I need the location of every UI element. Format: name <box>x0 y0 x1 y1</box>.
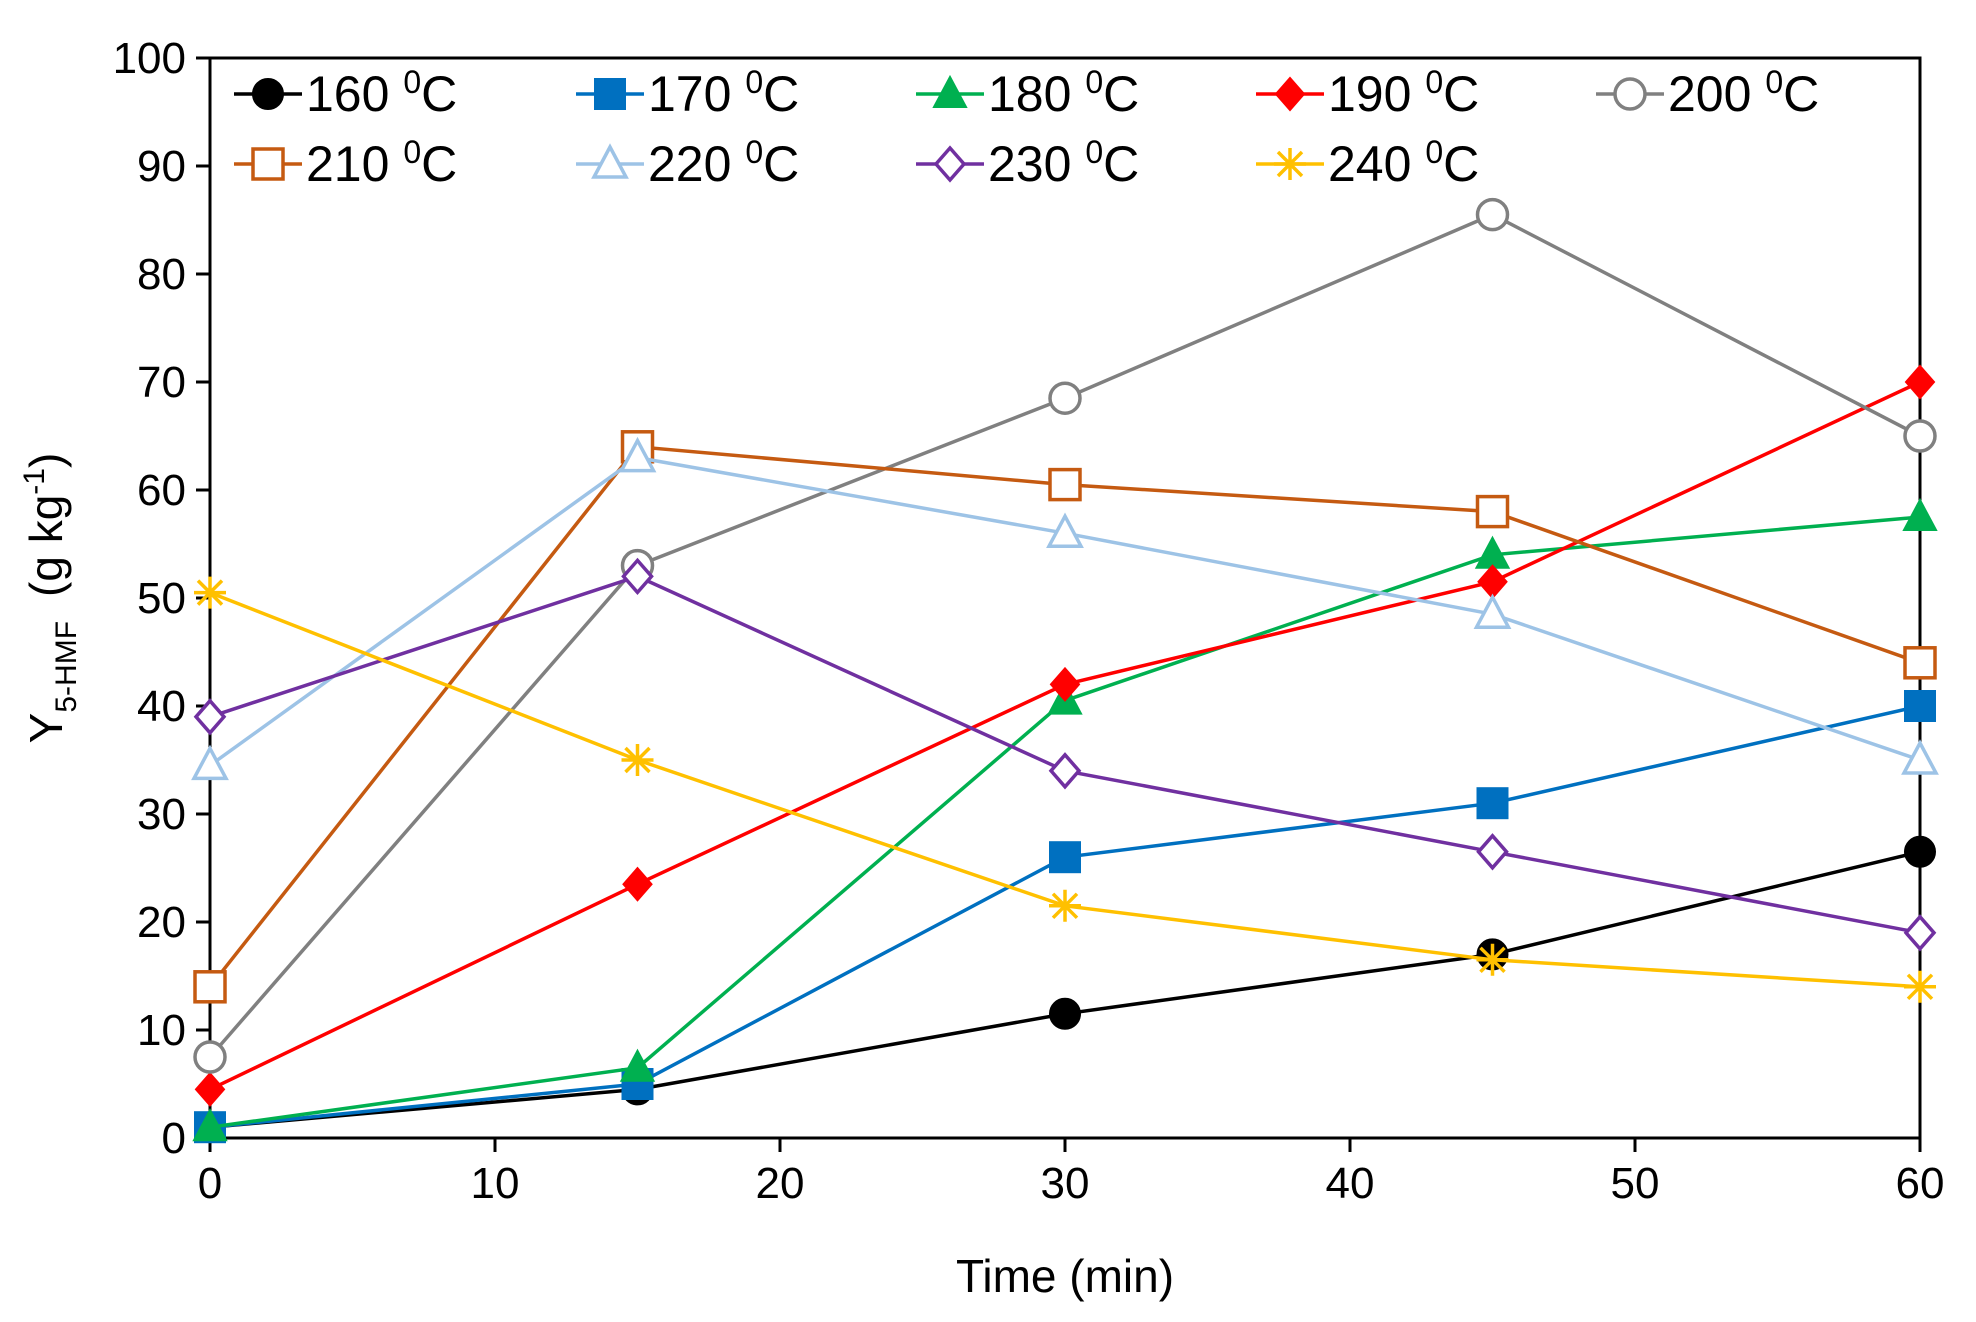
data-point-200-0 <box>195 1042 225 1072</box>
data-point-160-30 <box>1050 999 1080 1029</box>
legend-label-200: 200 0C <box>1668 64 1819 122</box>
legend-label-170: 170 0C <box>648 64 799 122</box>
y-tick-label: 70 <box>137 358 186 407</box>
data-point-200-45 <box>1478 200 1508 230</box>
x-axis-ticks: 0 10 20 30 40 50 60 <box>198 1138 1945 1208</box>
data-point-220-0 <box>194 748 226 778</box>
data-point-230-60 <box>1906 917 1934 949</box>
data-point-190-0 <box>196 1073 224 1105</box>
data-point-190-15 <box>624 868 652 900</box>
y-axis-title-unit-sup: -1 <box>18 468 51 495</box>
legend-marker-190 <box>1276 78 1304 110</box>
legend-marker-230 <box>936 148 964 180</box>
legend: 160 0C 170 0C 180 0C 190 0C 200 0C 210 0C 220 … <box>234 64 1819 192</box>
plot-area-frame <box>210 58 1920 1138</box>
data-point-170-45 <box>1478 788 1508 818</box>
line-chart: 0 10 20 30 40 50 60 0 10 20 30 40 50 60 70 80 90 100 160… <box>0 0 1976 1322</box>
series-layer <box>194 200 1936 1143</box>
data-point-230-30 <box>1051 755 1079 787</box>
y-tick-label: 0 <box>162 1114 186 1163</box>
y-axis-title: Y5-HMF (g kg-1) <box>18 453 83 744</box>
legend-label-180: 180 0C <box>988 64 1139 122</box>
series-line-180 <box>210 517 1920 1127</box>
y-tick-label: 30 <box>137 790 186 839</box>
x-tick-label: 60 <box>1896 1159 1945 1208</box>
data-point-240-0 <box>194 577 226 609</box>
legend-marker-200 <box>1615 79 1645 109</box>
x-axis-title: Time (min) <box>956 1250 1174 1302</box>
data-point-180-60 <box>1904 500 1936 530</box>
series-240 <box>194 577 1936 1003</box>
y-tick-label: 60 <box>137 466 186 515</box>
series-180 <box>194 500 1936 1140</box>
legend-marker-240 <box>1274 148 1306 180</box>
legend-item-230: 230 0C <box>916 134 1139 192</box>
data-point-160-60 <box>1905 837 1935 867</box>
legend-item-190: 190 0C <box>1256 64 1479 122</box>
legend-item-210: 210 0C <box>234 134 457 192</box>
legend-label-210: 210 0C <box>306 134 457 192</box>
y-tick-label: 80 <box>137 250 186 299</box>
legend-item-200: 200 0C <box>1596 64 1819 122</box>
data-point-190-45 <box>1479 566 1507 598</box>
legend-item-170: 170 0C <box>576 64 799 122</box>
y-axis-title-main: Y <box>20 713 72 744</box>
y-tick-label: 100 <box>113 34 186 83</box>
legend-item-240: 240 0C <box>1256 134 1479 192</box>
data-point-210-0 <box>195 972 225 1002</box>
legend-marker-170 <box>595 79 625 109</box>
data-point-240-15 <box>622 744 654 776</box>
y-tick-label: 40 <box>137 682 186 731</box>
legend-label-240: 240 0C <box>1328 134 1479 192</box>
data-point-200-30 <box>1050 383 1080 413</box>
data-point-210-60 <box>1905 648 1935 678</box>
y-axis-title-subscript: 5-HMF <box>50 621 83 713</box>
data-point-180-15 <box>622 1051 654 1081</box>
legend-label-190: 190 0C <box>1328 64 1479 122</box>
y-tick-label: 90 <box>137 142 186 191</box>
y-tick-label: 50 <box>137 574 186 623</box>
data-point-170-60 <box>1905 691 1935 721</box>
legend-label-230: 230 0C <box>988 134 1139 192</box>
legend-marker-180 <box>934 77 966 107</box>
data-point-200-60 <box>1905 421 1935 451</box>
legend-label-160: 160 0C <box>306 64 457 122</box>
legend-item-160: 160 0C <box>234 64 457 122</box>
y-tick-label: 20 <box>137 898 186 947</box>
legend-marker-210 <box>253 149 283 179</box>
x-tick-label: 20 <box>756 1159 805 1208</box>
data-point-230-45 <box>1479 836 1507 868</box>
x-tick-label: 30 <box>1041 1159 1090 1208</box>
data-point-240-45 <box>1477 944 1509 976</box>
series-line-240 <box>210 593 1920 987</box>
x-tick-label: 0 <box>198 1159 222 1208</box>
data-point-240-30 <box>1049 890 1081 922</box>
data-point-170-30 <box>1050 842 1080 872</box>
legend-label-220: 220 0C <box>648 134 799 192</box>
legend-marker-160 <box>253 79 283 109</box>
y-tick-label: 10 <box>137 1006 186 1055</box>
legend-item-220: 220 0C <box>576 134 799 192</box>
series-line-200 <box>210 215 1920 1057</box>
data-point-190-60 <box>1906 366 1934 398</box>
legend-marker-220 <box>594 147 626 177</box>
y-axis-title-unit-suffix: ) <box>20 453 72 468</box>
y-axis-title-unit-prefix: (g kg <box>20 495 72 597</box>
x-tick-label: 10 <box>471 1159 520 1208</box>
data-point-210-30 <box>1050 470 1080 500</box>
series-160 <box>195 837 1935 1142</box>
legend-item-180: 180 0C <box>916 64 1139 122</box>
data-point-240-60 <box>1904 971 1936 1003</box>
data-point-210-45 <box>1478 497 1508 527</box>
x-tick-label: 40 <box>1326 1159 1375 1208</box>
x-tick-label: 50 <box>1611 1159 1660 1208</box>
